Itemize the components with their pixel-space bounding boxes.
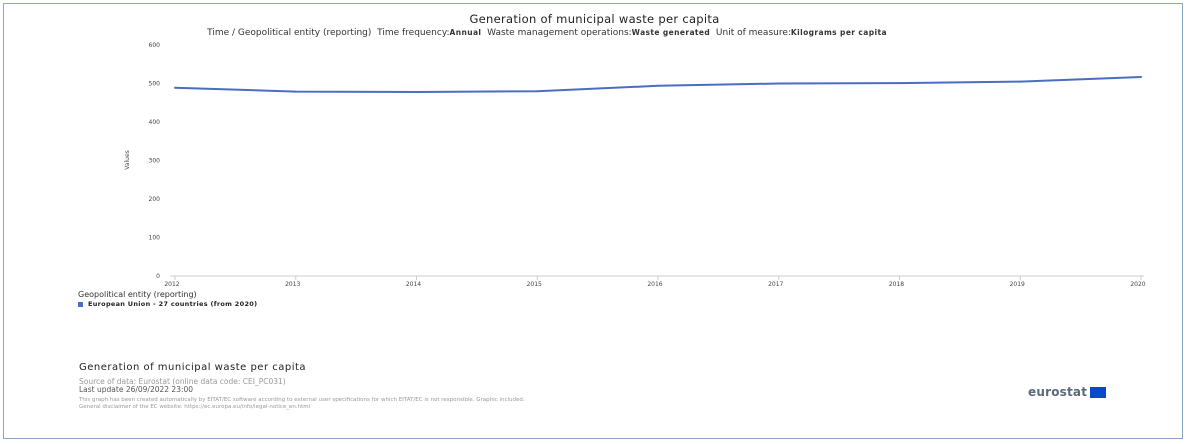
legend-item[interactable]: European Union - 27 countries (from 2020… [78, 300, 257, 308]
last-update-text: Last update 26/09/2022 23:00 [79, 385, 193, 394]
footer-title: Generation of municipal waste per capita [79, 362, 306, 373]
data-point [416, 91, 418, 93]
x-tick-label: 2012 [164, 281, 179, 288]
y-tick-label: 100 [149, 235, 161, 242]
y-tick-label: 0 [156, 273, 160, 280]
x-tick-label: 2015 [527, 281, 542, 288]
legend-label: European Union - 27 countries (from 2020… [88, 300, 257, 308]
legend-title: Geopolitical entity (reporting) [78, 290, 197, 299]
eurostat-logo: eurostat [1028, 385, 1106, 399]
data-point [536, 90, 538, 92]
y-tick-label: 500 [149, 81, 161, 88]
legend-swatch [78, 302, 83, 307]
y-tick-label: 600 [149, 42, 161, 49]
data-point [778, 83, 780, 85]
data-point [1140, 76, 1142, 78]
logo-text: eurostat [1028, 385, 1087, 399]
x-tick-label: 2014 [406, 281, 421, 288]
data-point [174, 87, 176, 89]
series-line [175, 77, 1141, 92]
disclaimer-line-1: This graph has been created automaticall… [79, 397, 525, 404]
disclaimer: This graph has been created automaticall… [79, 397, 525, 411]
x-tick-label: 2017 [768, 281, 783, 288]
x-tick-label: 2019 [1010, 281, 1025, 288]
data-point [295, 91, 297, 93]
y-tick-label: 300 [149, 158, 161, 165]
eu-flag-icon [1090, 387, 1106, 398]
y-tick-label: 400 [149, 119, 161, 126]
disclaimer-line-2: General disclaimer of the EC website: ht… [79, 404, 525, 411]
x-tick-label: 2013 [285, 281, 300, 288]
x-tick-label: 2016 [647, 281, 662, 288]
x-tick-label: 2018 [889, 281, 904, 288]
data-point [899, 82, 901, 84]
y-axis-label: Values [124, 150, 131, 170]
data-point [1019, 81, 1021, 83]
data-point [657, 85, 659, 87]
x-tick-label: 2020 [1130, 281, 1145, 288]
y-tick-label: 200 [149, 196, 161, 203]
